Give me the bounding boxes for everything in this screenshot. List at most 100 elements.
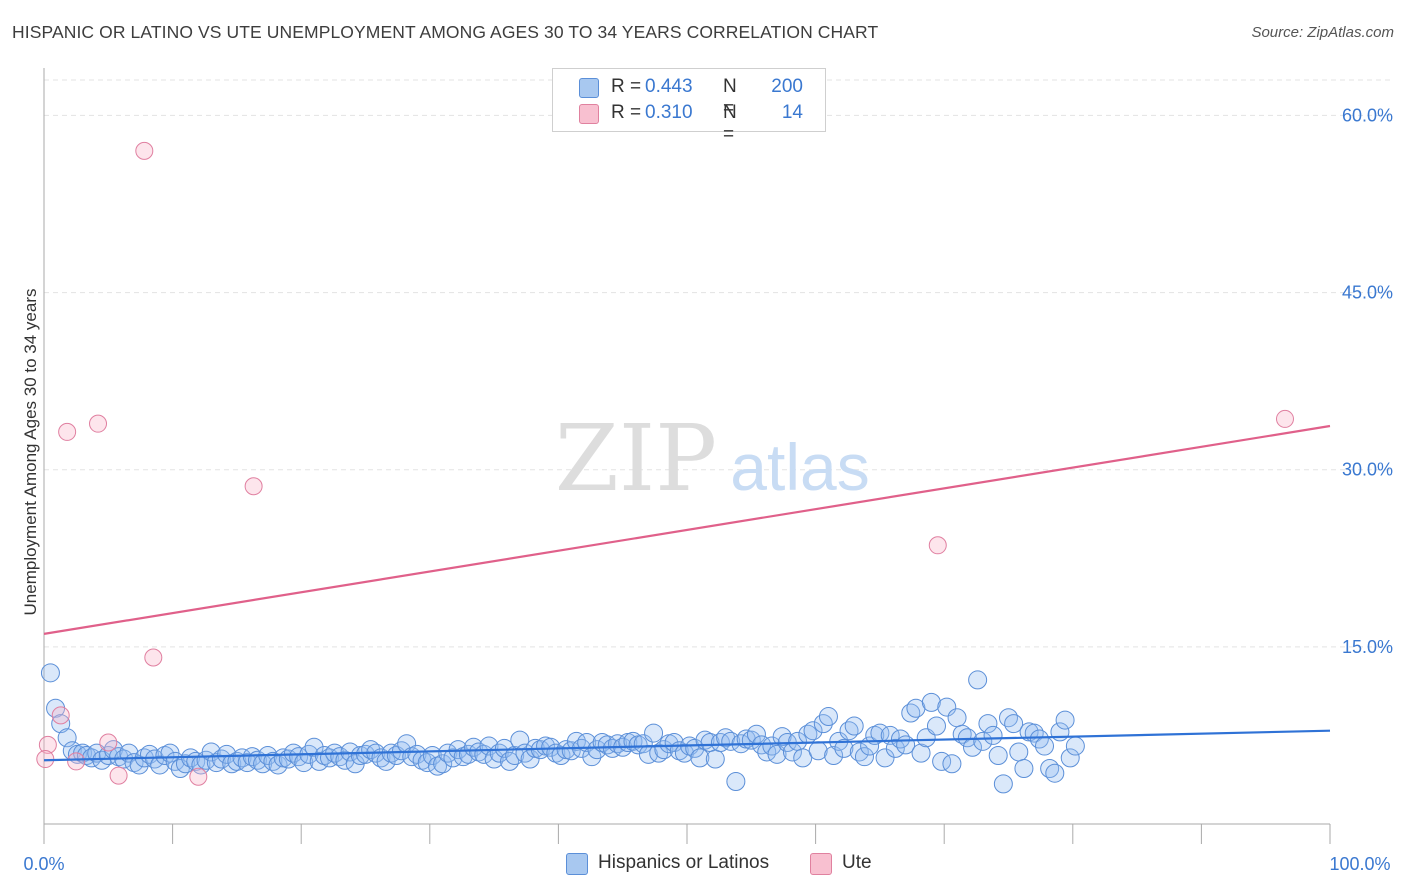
hispanic-point bbox=[973, 731, 993, 751]
hispanic-point bbox=[854, 747, 874, 767]
hispanic-point bbox=[865, 725, 885, 745]
hispanic-point bbox=[98, 746, 118, 766]
hispanic-point bbox=[1060, 748, 1080, 768]
hispanic-point bbox=[993, 774, 1013, 794]
y-tick-label: 45.0% bbox=[1342, 283, 1393, 303]
hispanic-point bbox=[1045, 763, 1065, 783]
hispanic-trend-line bbox=[43, 729, 1331, 762]
legend-r-label: R = bbox=[611, 102, 642, 123]
hispanic-point bbox=[206, 753, 226, 773]
hispanic-point bbox=[428, 756, 448, 776]
watermark-zip: ZIP bbox=[555, 405, 717, 512]
legend-n-label: N = bbox=[723, 102, 737, 145]
hispanic-point bbox=[649, 743, 669, 763]
hispanic-point bbox=[155, 746, 175, 766]
hispanic-point bbox=[304, 737, 324, 757]
hispanic-point bbox=[937, 697, 957, 717]
hispanic-point bbox=[1014, 758, 1034, 778]
ute-trend-line bbox=[43, 424, 1331, 635]
ute-point bbox=[67, 752, 86, 771]
hispanic-point bbox=[1055, 710, 1075, 730]
ute-point bbox=[58, 422, 77, 441]
ute-point bbox=[135, 141, 154, 160]
hispanic-point bbox=[834, 738, 854, 758]
hispanic-point bbox=[947, 708, 967, 728]
hispanic-point bbox=[407, 744, 427, 764]
hispanic-point bbox=[469, 742, 489, 762]
hispanic-point bbox=[283, 743, 303, 763]
ute-point bbox=[51, 706, 70, 725]
hispanic-point bbox=[978, 714, 998, 734]
y-tick-label: 30.0% bbox=[1342, 460, 1393, 480]
legend-n-value: 200 bbox=[771, 76, 803, 97]
hispanic-point bbox=[644, 723, 664, 743]
ute-point bbox=[89, 414, 108, 433]
hispanic-point bbox=[361, 740, 381, 760]
hispanic-point bbox=[1035, 736, 1055, 756]
y-tick-label: 60.0% bbox=[1342, 105, 1393, 125]
hispanic-point bbox=[890, 729, 910, 749]
hispanic-point bbox=[983, 725, 1003, 745]
ute-point bbox=[928, 536, 947, 555]
hispanic-point bbox=[690, 748, 710, 768]
ute-point bbox=[1275, 409, 1294, 428]
hispanic-point bbox=[330, 747, 350, 767]
hispanic-point bbox=[772, 727, 792, 747]
y-tick-label: 15.0% bbox=[1342, 637, 1393, 657]
hispanic-point bbox=[309, 751, 329, 771]
source-label: Source: ZipAtlas.com bbox=[1251, 24, 1394, 41]
x-tick-label: 100.0% bbox=[1329, 854, 1390, 874]
hispanic-point bbox=[1065, 736, 1085, 756]
ute-point bbox=[109, 766, 128, 785]
bottom-legend-swatch-ute bbox=[810, 853, 832, 875]
legend-swatch-ute bbox=[579, 104, 599, 124]
hispanic-point bbox=[988, 746, 1008, 766]
hispanic-point bbox=[824, 746, 844, 766]
hispanic-point bbox=[1004, 714, 1024, 734]
hispanic-point bbox=[222, 754, 242, 774]
hispanic-point bbox=[844, 716, 864, 736]
hispanic-point bbox=[217, 744, 237, 764]
hispanic-point bbox=[705, 749, 725, 769]
hispanic-point bbox=[40, 663, 60, 683]
correlation-legend: R = 0.443 N = 200 R = 0.310 N = 14 bbox=[552, 68, 826, 145]
legend-r-value: 0.310 bbox=[645, 102, 693, 123]
hispanic-point bbox=[818, 707, 838, 727]
hispanic-point bbox=[726, 771, 746, 791]
ute-point bbox=[189, 767, 208, 786]
hispanic-point bbox=[885, 738, 905, 758]
x-tick-label: 0.0% bbox=[23, 854, 64, 874]
hispanic-point bbox=[803, 721, 823, 741]
hispanic-point bbox=[597, 735, 617, 755]
hispanic-point bbox=[541, 737, 561, 757]
hispanic-point bbox=[921, 692, 941, 712]
hispanic-point bbox=[926, 716, 946, 736]
chart-title: HISPANIC OR LATINO VS UTE UNEMPLOYMENT A… bbox=[12, 22, 879, 42]
watermark-atlas: atlas bbox=[730, 430, 869, 504]
hispanic-point bbox=[551, 746, 571, 766]
hispanic-point bbox=[875, 748, 895, 768]
hispanic-point bbox=[999, 708, 1018, 728]
legend-n-label: N = bbox=[723, 76, 737, 119]
bottom-legend-label: Hispanics or Latinos bbox=[598, 852, 770, 873]
hispanic-point bbox=[1009, 742, 1029, 762]
bottom-legend-label: Ute bbox=[842, 852, 872, 873]
hispanic-point bbox=[911, 743, 931, 763]
hispanic-point bbox=[633, 734, 653, 754]
hispanic-point bbox=[263, 751, 283, 771]
legend-r-label: R = bbox=[611, 76, 642, 97]
hispanic-point bbox=[942, 754, 962, 774]
hispanic-point bbox=[968, 670, 988, 690]
ute-point bbox=[38, 735, 57, 754]
ute-point bbox=[99, 733, 118, 752]
ute-point bbox=[144, 648, 163, 667]
ute-point bbox=[244, 477, 263, 496]
hispanic-point bbox=[500, 751, 520, 771]
bottom-legend-swatch-hispanics bbox=[566, 853, 588, 875]
hispanic-point bbox=[453, 747, 473, 767]
hispanic-point bbox=[433, 754, 453, 774]
legend-swatch-hispanics bbox=[579, 78, 599, 98]
legend-r-value: 0.443 bbox=[645, 76, 693, 97]
legend-n-value: 14 bbox=[781, 102, 803, 123]
